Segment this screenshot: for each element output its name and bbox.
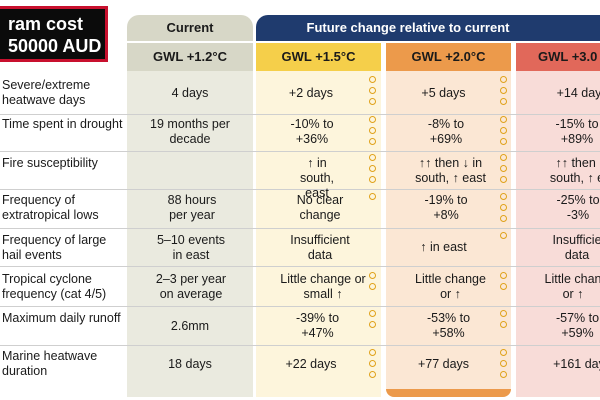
column-gwl20-bg <box>386 71 511 397</box>
cell-gwl30: ↑↑ then ↓ south, ↑ ea <box>549 156 600 185</box>
current-header: Current <box>127 15 253 41</box>
cell-current: 2–3 per year on average <box>155 272 227 301</box>
cell-gwl15: +2 days <box>288 86 334 100</box>
confidence-indicator <box>369 272 377 294</box>
confidence-indicator <box>500 310 508 332</box>
cost-box-line2: 50000 AUD <box>8 36 102 56</box>
cell-gwl15: ↑ in south, east <box>299 156 335 200</box>
row-divider <box>0 189 600 190</box>
row-label-fire: Fire susceptibility <box>2 156 98 170</box>
cell-gwl15: Insufficient data <box>290 233 350 262</box>
row-label-extratropical: Frequency of extratropical lows <box>2 193 99 222</box>
confidence-indicator <box>369 193 377 204</box>
cell-gwl30: -25% to -3% <box>556 193 600 222</box>
confidence-indicator <box>500 232 508 243</box>
confidence-indicator <box>369 76 377 109</box>
confidence-indicator <box>369 310 377 332</box>
cell-gwl15: No clear change <box>296 193 344 222</box>
confidence-indicator <box>500 76 508 109</box>
row-divider <box>0 228 600 229</box>
row-divider <box>0 266 600 267</box>
column-header-gwl20: GWL +2.0°C <box>386 43 511 71</box>
column-header-gwl30: GWL +3.0 <box>516 43 600 71</box>
cell-gwl20: -8% to +69% <box>427 117 465 146</box>
confidence-indicator <box>500 116 508 149</box>
cell-gwl30: -57% to +59% <box>555 311 600 340</box>
cell-gwl20: ↑↑ then ↓ in south, ↑ east <box>415 156 486 185</box>
cost-box-line1: ram cost <box>8 14 84 34</box>
cell-gwl30: +161 day <box>553 357 600 371</box>
column-current-bg <box>127 71 253 397</box>
confidence-indicator <box>369 349 377 382</box>
cell-gwl20: ↑ in east <box>420 240 467 254</box>
cell-current: 19 months per decade <box>150 117 230 146</box>
confidence-indicator <box>500 154 508 187</box>
row-label-cyclone: Tropical cyclone frequency (cat 4/5) <box>2 272 107 301</box>
confidence-indicator <box>500 349 508 382</box>
row-divider <box>0 114 600 115</box>
row-label-runoff: Maximum daily runoff <box>2 311 121 325</box>
cell-gwl15: +22 days <box>285 357 337 371</box>
cell-gwl20: -19% to +8% <box>424 193 468 222</box>
cell-current: 18 days <box>168 357 212 371</box>
cell-gwl30: -15% to +89% <box>555 117 599 146</box>
column-header-gwl15: GWL +1.5°C <box>256 43 381 71</box>
row-divider <box>0 306 600 307</box>
row-label-hail: Frequency of large hail events <box>2 233 107 262</box>
column-gwl15-bg <box>256 71 381 397</box>
column-gwl30-bg <box>516 71 600 397</box>
cell-gwl15: Little change or small ↑ <box>280 272 366 301</box>
cell-gwl20: Little change or ↑ <box>415 272 486 301</box>
cell-gwl30: +14 day <box>556 86 600 100</box>
cell-gwl30: Insufficie data <box>552 233 600 262</box>
row-label-heatwave: Severe/extreme heatwave days <box>2 78 91 107</box>
future-header: Future change relative to current <box>256 15 600 41</box>
cell-current: 2.6mm <box>170 319 210 333</box>
cell-gwl15: -10% to +36% <box>290 117 334 146</box>
confidence-indicator <box>369 154 377 187</box>
confidence-indicator <box>369 116 377 149</box>
cell-gwl20: +77 days <box>417 357 470 371</box>
cell-current: 5–10 events in east <box>156 233 226 262</box>
cost-box: ram cost 50000 AUD <box>0 6 108 62</box>
row-label-marine: Marine heatwave duration <box>2 349 98 378</box>
row-divider <box>0 151 600 152</box>
column-header-gwl12: GWL +1.2°C <box>127 43 253 71</box>
cell-gwl15: -39% to +47% <box>295 311 340 340</box>
cell-gwl20: +5 days <box>421 86 466 100</box>
cell-current: 88 hours per year <box>167 193 217 222</box>
row-divider <box>0 345 600 346</box>
cell-gwl30: Little chan or ↑ <box>544 272 600 301</box>
confidence-indicator <box>500 193 508 226</box>
cell-current: 4 days <box>171 86 209 100</box>
cell-gwl20: -53% to +58% <box>426 311 471 340</box>
confidence-indicator <box>500 272 508 294</box>
row-label-drought: Time spent in drought <box>2 117 123 131</box>
